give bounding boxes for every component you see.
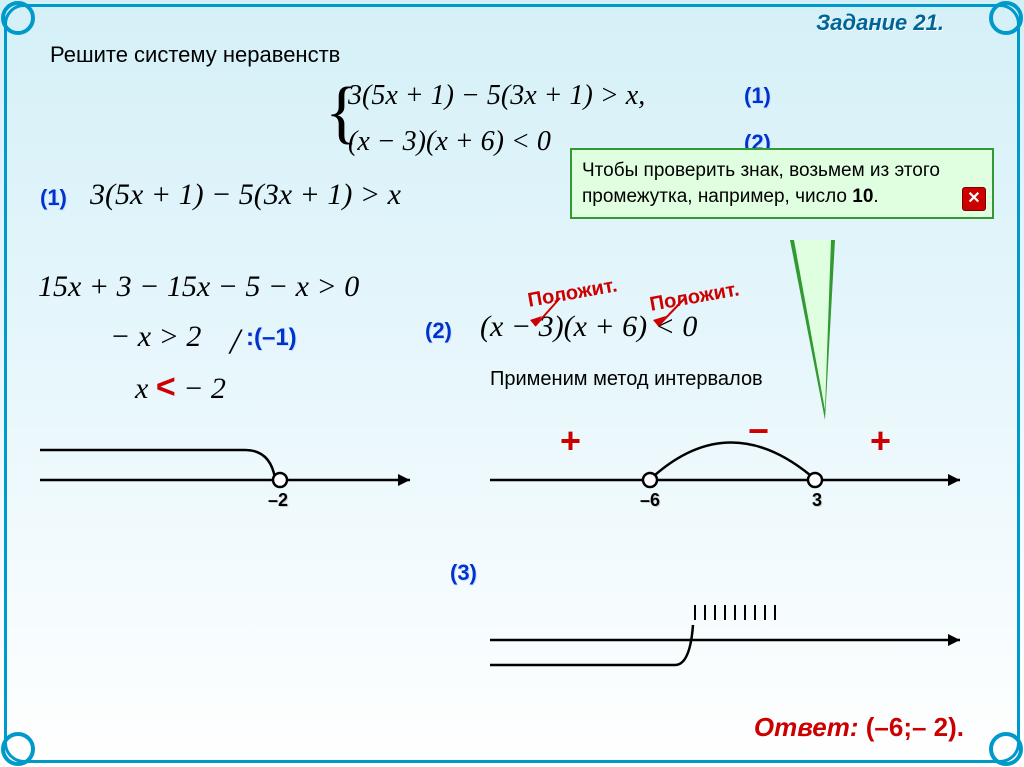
step1-expand: 15x + 3 − 15x − 5 − x > 0 — [38, 270, 359, 304]
numberline-1 — [30, 420, 430, 500]
task-header: Задание 21. — [816, 10, 944, 36]
step2-marker: (2) — [425, 318, 452, 344]
sign-minus: − — [748, 410, 769, 452]
intervals-label: Применим метод интервалов — [490, 368, 763, 391]
step1-eq: 3(5x + 1) − 5(3x + 1) > x — [90, 178, 401, 212]
step1-simplify: − x > 2 — [110, 320, 201, 354]
numberline-2 — [480, 410, 980, 510]
lt-sign: < — [156, 368, 176, 406]
divide-note: :(–1) — [246, 324, 297, 352]
system-eq-1: 3(5x + 1) − 5(3x + 1) > x, — [348, 80, 645, 112]
step1-marker: (1) — [40, 185, 67, 211]
nl2-tick-b: 3 — [812, 490, 822, 511]
eq1-marker: (1) — [744, 83, 771, 109]
callout-text: Чтобы проверить знак, возьмем из этого п… — [582, 160, 940, 207]
step1-result: x < − 2 — [135, 368, 226, 407]
numberline-3 — [480, 570, 980, 670]
callout-box: Чтобы проверить знак, возьмем из этого п… — [570, 148, 994, 219]
instruction-text: Решите систему неравенств — [50, 42, 340, 68]
answer-text: Ответ: (–6;– 2). — [754, 712, 964, 743]
step3-marker: (3) — [450, 560, 477, 586]
callout-text2: . — [873, 186, 878, 207]
divide-slash: / — [230, 320, 240, 362]
positive-arrows — [480, 282, 800, 332]
system-eq-2: (x − 3)(x + 6) < 0 — [348, 126, 551, 158]
close-icon[interactable]: ✕ — [962, 187, 986, 211]
nl2-tick-a: –6 — [640, 490, 660, 511]
sign-plus-left: + — [560, 420, 581, 462]
sign-plus-right: + — [870, 420, 891, 462]
nl1-tick: –2 — [268, 490, 288, 511]
callout-bold: 10 — [852, 186, 873, 207]
